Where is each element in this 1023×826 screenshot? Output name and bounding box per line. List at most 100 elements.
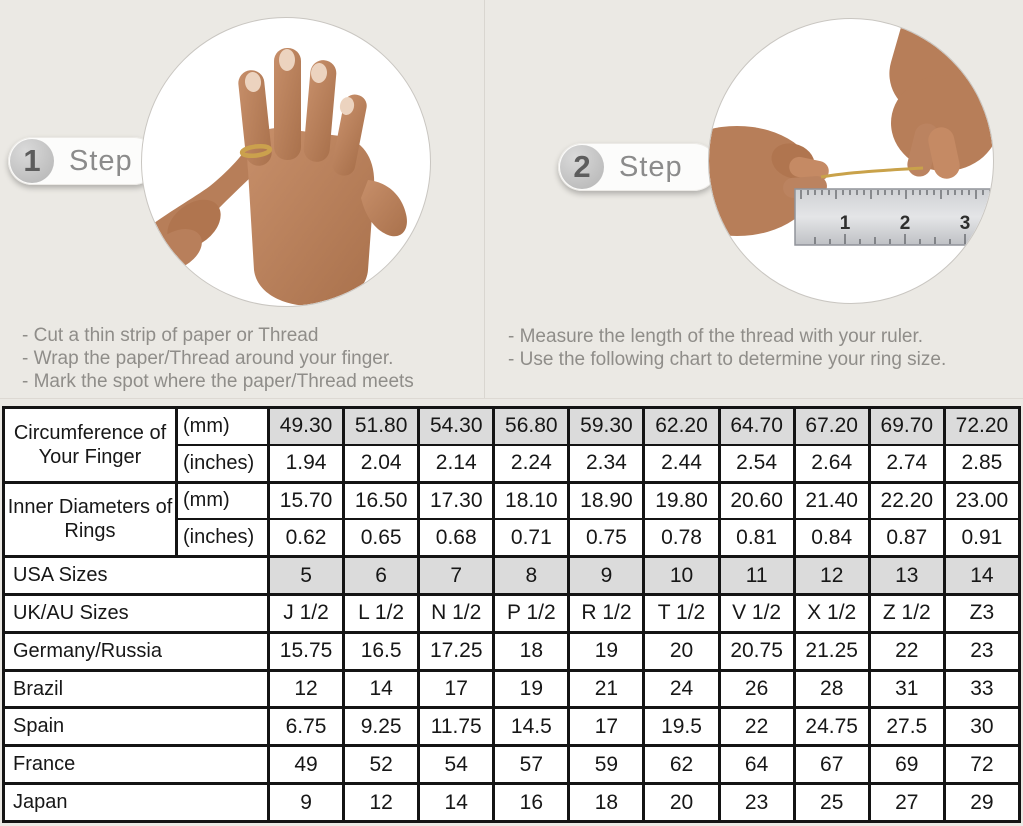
size-value-cell: 14 <box>942 555 1022 596</box>
size-value-cell: 13 <box>867 555 946 596</box>
size-value-cell: 5 <box>266 555 346 596</box>
row-unit: (mm) <box>175 405 270 446</box>
size-value-cell: 14 <box>417 782 496 823</box>
table-row: Inner Diameters of Rings (mm) 15.70 16.50 17… <box>2 480 1022 558</box>
size-value-cell: 23 <box>717 782 796 823</box>
size-value-cell: 0.87 <box>867 518 946 559</box>
size-value-cell: 25 <box>792 782 871 823</box>
size-value-cell: 9 <box>266 782 346 823</box>
size-value-cell: 2.34 <box>567 443 646 484</box>
size-value-cell: 18.90 <box>567 480 646 521</box>
size-value-cell: Z3 <box>942 593 1022 634</box>
ring-size-conversion-table: Circumference of Your Finger (mm) 49.30 51.… <box>2 405 1022 823</box>
size-value-cell: 22 <box>717 706 796 748</box>
size-value-cell: 20 <box>642 630 721 672</box>
size-value-cell: 15.75 <box>266 630 346 672</box>
ruler-number-1: 1 <box>840 213 851 234</box>
size-value-cell: 0.84 <box>792 518 871 559</box>
step-2-instructions: - Measure the length of the thread with … <box>508 325 1020 371</box>
size-value-cell: 67 <box>792 744 871 786</box>
size-value-cell: 49.30 <box>266 405 346 446</box>
row-unit: (inches) <box>175 443 270 484</box>
size-value-cell: 19.80 <box>642 480 721 521</box>
size-value-cell: 2.44 <box>642 443 721 484</box>
table-row: Japan 9 12 14 16 18 20 23 25 27 29 <box>2 782 1022 823</box>
step-2-number: 2 <box>560 145 604 189</box>
size-value-cell: 2.24 <box>492 443 571 484</box>
size-value-cell: 21.25 <box>792 630 871 672</box>
size-value-cell: 64 <box>717 744 796 786</box>
size-value-cell: 10 <box>642 555 721 596</box>
size-value-cell: 27.5 <box>867 706 946 748</box>
table-row: USA Sizes 5 6 7 8 9 10 11 12 13 14 <box>2 555 1022 596</box>
ruler-number-3: 3 <box>960 213 971 234</box>
row-unit: (mm) <box>175 480 270 521</box>
size-value-cell: 28 <box>792 668 871 710</box>
size-value-cell: 16.5 <box>342 630 421 672</box>
size-value-cell: 31 <box>867 668 946 710</box>
size-value-cell: V 1/2 <box>717 593 796 634</box>
table-row: UK/AU Sizes J 1/2 L 1/2 N 1/2 P 1/2 R 1/2 T 1/… <box>2 593 1022 634</box>
row-label: Brazil <box>2 668 270 710</box>
size-value-cell: 62 <box>642 744 721 786</box>
size-value-cell: 24.75 <box>792 706 871 748</box>
size-value-cell: 16.50 <box>342 480 421 521</box>
size-value-cell: 49 <box>266 744 346 786</box>
gold-thread-icon <box>820 166 924 179</box>
size-value-cell: 0.71 <box>492 518 571 559</box>
size-value-cell: 0.75 <box>567 518 646 559</box>
size-value-cell: 12 <box>266 668 346 710</box>
size-value-cell: P 1/2 <box>492 593 571 634</box>
size-value-cell: 23.00 <box>942 480 1022 521</box>
size-value-cell: 0.62 <box>266 518 346 559</box>
size-value-cell: 72 <box>942 744 1022 786</box>
instruction-line: - Use the following chart to determine y… <box>508 349 947 370</box>
size-value-cell: 69.70 <box>867 405 946 446</box>
ring-size-table-section: Circumference of Your Finger (mm) 49.30 51.… <box>0 405 1023 826</box>
measuring-thread-illustration: 1 2 3 <box>709 19 993 246</box>
size-value-cell: 59.30 <box>567 405 646 446</box>
size-value-cell: 19 <box>492 668 571 710</box>
size-value-cell: 6.75 <box>266 706 346 748</box>
size-value-cell: 6 <box>342 555 421 596</box>
size-value-cell: 22 <box>867 630 946 672</box>
hand-with-ring-illustration <box>142 48 407 306</box>
size-value-cell: 2.85 <box>942 443 1022 484</box>
size-value-cell: 26 <box>717 668 796 710</box>
instruction-line: - Mark the spot where the paper/Thread m… <box>22 371 414 392</box>
size-value-cell: 2.64 <box>792 443 871 484</box>
row-label: Spain <box>2 706 270 748</box>
size-value-cell: 17 <box>567 706 646 748</box>
size-value-cell: 64.70 <box>717 405 796 446</box>
size-value-cell: 9 <box>567 555 646 596</box>
size-value-cell: L 1/2 <box>342 593 421 634</box>
size-value-cell: 18 <box>492 630 571 672</box>
size-value-cell: X 1/2 <box>792 593 871 634</box>
row-label: Inner Diameters of Rings <box>2 480 178 558</box>
instruction-line: - Cut a thin strip of paper or Thread <box>22 325 319 346</box>
row-label: France <box>2 744 270 786</box>
size-value-cell: Z 1/2 <box>867 593 946 634</box>
size-value-cell: 19 <box>567 630 646 672</box>
size-value-cell: 27 <box>867 782 946 823</box>
instruction-section: 1 Step 2 Step <box>0 0 1023 405</box>
size-value-cell: 0.65 <box>342 518 421 559</box>
size-value-cell: 0.68 <box>417 518 496 559</box>
step-2-label: Step <box>619 150 683 183</box>
measuring-thread-photo: 1 2 3 <box>708 18 994 304</box>
size-value-cell: R 1/2 <box>567 593 646 634</box>
size-value-cell: 1.94 <box>266 443 346 484</box>
size-value-cell: 2.14 <box>417 443 496 484</box>
step-1-instructions: - Cut a thin strip of paper or Thread - … <box>22 324 487 393</box>
size-value-cell: 72.20 <box>942 405 1022 446</box>
size-value-cell: 30 <box>942 706 1022 748</box>
table-row: France 49 52 54 57 59 62 64 67 69 72 <box>2 744 1022 786</box>
size-value-cell: 22.20 <box>867 480 946 521</box>
step-1-badge: 1 Step <box>8 137 158 185</box>
size-value-cell: T 1/2 <box>642 593 721 634</box>
row-label: Japan <box>2 782 270 823</box>
size-value-cell: 17.30 <box>417 480 496 521</box>
size-value-cell: 59 <box>567 744 646 786</box>
size-value-cell: 57 <box>492 744 571 786</box>
size-value-cell: N 1/2 <box>417 593 496 634</box>
